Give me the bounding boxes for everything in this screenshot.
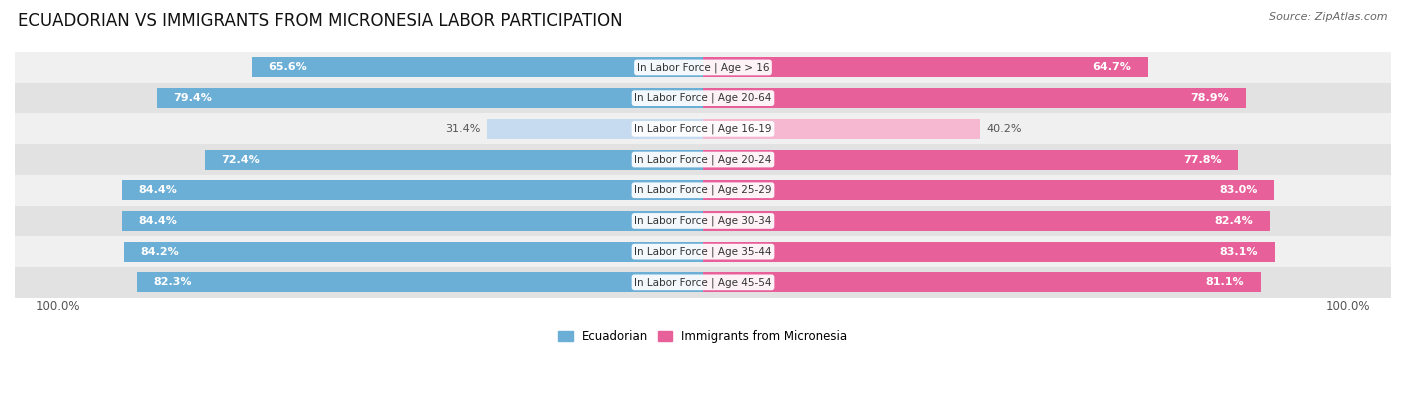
Bar [15, 205, 1391, 236]
Text: 84.4%: 84.4% [139, 185, 177, 195]
Text: In Labor Force | Age 30-34: In Labor Force | Age 30-34 [634, 216, 772, 226]
Text: 81.1%: 81.1% [1206, 277, 1244, 287]
Text: In Labor Force | Age > 16: In Labor Force | Age > 16 [637, 62, 769, 73]
Bar [156, 88, 703, 108]
Bar [15, 83, 1391, 113]
Bar [15, 144, 1391, 175]
Text: In Labor Force | Age 25-29: In Labor Force | Age 25-29 [634, 185, 772, 196]
Text: In Labor Force | Age 35-44: In Labor Force | Age 35-44 [634, 246, 772, 257]
Bar [15, 267, 1391, 298]
Text: Source: ZipAtlas.com: Source: ZipAtlas.com [1270, 12, 1388, 22]
Bar [136, 273, 703, 292]
Bar [703, 242, 1275, 261]
Text: 31.4%: 31.4% [444, 124, 479, 134]
Text: 78.9%: 78.9% [1191, 93, 1229, 103]
Bar [703, 57, 1149, 77]
Text: 65.6%: 65.6% [269, 62, 307, 72]
Text: 100.0%: 100.0% [35, 300, 80, 313]
Text: 83.1%: 83.1% [1220, 246, 1258, 257]
Bar [703, 211, 1270, 231]
Bar [15, 113, 1391, 144]
Bar [252, 57, 703, 77]
Text: 100.0%: 100.0% [1326, 300, 1371, 313]
Bar [703, 88, 1246, 108]
Text: In Labor Force | Age 20-24: In Labor Force | Age 20-24 [634, 154, 772, 165]
Bar [15, 236, 1391, 267]
Bar [205, 150, 703, 169]
Bar [15, 175, 1391, 205]
Text: 64.7%: 64.7% [1092, 62, 1132, 72]
Text: In Labor Force | Age 16-19: In Labor Force | Age 16-19 [634, 124, 772, 134]
Bar [122, 180, 703, 200]
Text: 77.8%: 77.8% [1182, 154, 1222, 165]
Text: In Labor Force | Age 20-64: In Labor Force | Age 20-64 [634, 93, 772, 103]
Text: 84.4%: 84.4% [139, 216, 177, 226]
Text: ECUADORIAN VS IMMIGRANTS FROM MICRONESIA LABOR PARTICIPATION: ECUADORIAN VS IMMIGRANTS FROM MICRONESIA… [18, 12, 623, 30]
Bar [486, 119, 703, 139]
Bar [122, 211, 703, 231]
Text: 82.3%: 82.3% [153, 277, 191, 287]
Legend: Ecuadorian, Immigrants from Micronesia: Ecuadorian, Immigrants from Micronesia [554, 325, 852, 348]
Bar [15, 52, 1391, 83]
Bar [703, 119, 980, 139]
Text: 82.4%: 82.4% [1215, 216, 1253, 226]
Text: 83.0%: 83.0% [1219, 185, 1257, 195]
Bar [703, 150, 1239, 169]
Text: 79.4%: 79.4% [173, 93, 212, 103]
Text: 40.2%: 40.2% [987, 124, 1022, 134]
Text: 84.2%: 84.2% [141, 246, 179, 257]
Bar [703, 180, 1274, 200]
Bar [703, 273, 1261, 292]
Bar [124, 242, 703, 261]
Text: 72.4%: 72.4% [221, 154, 260, 165]
Text: In Labor Force | Age 45-54: In Labor Force | Age 45-54 [634, 277, 772, 288]
